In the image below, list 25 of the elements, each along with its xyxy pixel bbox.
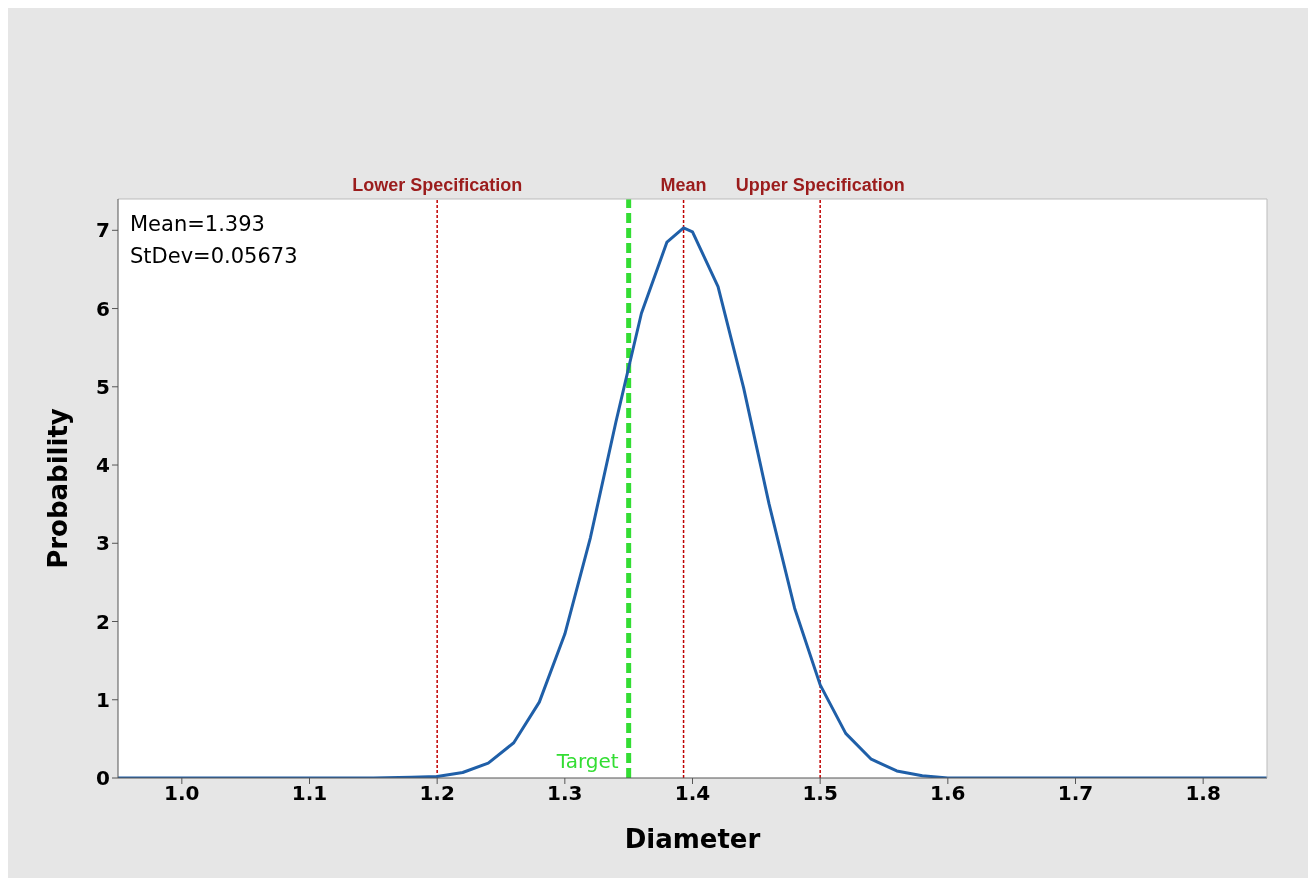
annotation: Mean=1.393 bbox=[130, 211, 266, 238]
x-tick-label: 1.2 bbox=[419, 781, 455, 806]
x-tick-label: 1.6 bbox=[930, 781, 966, 806]
ref-line-label: Target bbox=[555, 749, 619, 773]
y-tick-label: 1 bbox=[96, 687, 110, 712]
x-axis-title: Diameter bbox=[624, 824, 761, 854]
ref-line-label: Upper Specification bbox=[735, 175, 905, 195]
y-tick-label: 0 bbox=[96, 766, 110, 791]
x-tick-label: 1.3 bbox=[547, 781, 583, 806]
x-tick-label: 1.5 bbox=[802, 781, 838, 806]
annotation: StDev=0.05673 bbox=[130, 243, 298, 270]
ref-line-label: Mean bbox=[660, 175, 707, 195]
x-tick-label: 1.4 bbox=[674, 781, 711, 806]
x-tick-label: 1.7 bbox=[1057, 781, 1094, 806]
x-tick-label: 1.8 bbox=[1185, 781, 1221, 806]
y-tick-label: 7 bbox=[96, 218, 110, 243]
y-tick-label: 2 bbox=[96, 609, 110, 634]
y-tick-label: 5 bbox=[96, 374, 110, 399]
x-tick-label: 1.1 bbox=[291, 781, 328, 806]
y-axis-title: Probability bbox=[43, 408, 74, 569]
y-tick-label: 3 bbox=[96, 531, 110, 556]
y-tick-label: 6 bbox=[96, 296, 110, 321]
x-tick-label: 1.0 bbox=[164, 781, 200, 806]
ref-line-label: Lower Specification bbox=[352, 175, 523, 195]
y-tick-label: 4 bbox=[96, 453, 110, 478]
